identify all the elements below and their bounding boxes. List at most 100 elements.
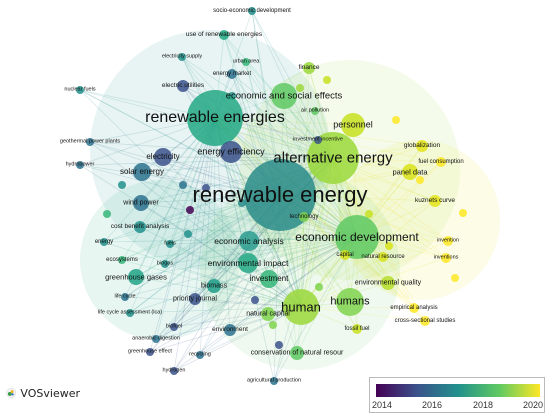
network-node-label[interactable]: electric utilities — [161, 81, 205, 89]
network-node-label[interactable]: technology — [289, 214, 319, 220]
network-node-minor[interactable] — [459, 209, 467, 217]
network-node-label[interactable]: air pollution — [300, 107, 330, 114]
network-node-label[interactable]: globalization — [403, 141, 441, 149]
network-node[interactable] — [207, 279, 221, 293]
network-node[interactable] — [299, 212, 309, 222]
network-node-label[interactable]: priority journal — [173, 295, 217, 303]
network-node-label[interactable]: environmental impact — [207, 257, 289, 268]
network-node-label[interactable]: investment — [249, 274, 289, 283]
network-node[interactable] — [178, 53, 186, 61]
network-node[interactable] — [242, 58, 250, 66]
network-node-minor[interactable] — [275, 341, 283, 349]
network-node-label[interactable]: conservation of natural resour — [250, 349, 344, 357]
network-node[interactable] — [336, 288, 364, 316]
network-node[interactable] — [335, 215, 379, 259]
network-node-label[interactable]: electricity — [146, 152, 180, 161]
network-node-label[interactable]: invention — [436, 237, 460, 244]
network-node-minor[interactable] — [238, 199, 246, 207]
network-node[interactable] — [177, 80, 189, 92]
network-node[interactable] — [161, 260, 169, 268]
network-node[interactable] — [409, 303, 419, 313]
network-node[interactable] — [261, 307, 275, 321]
network-node-minor[interactable] — [184, 230, 192, 238]
network-node[interactable] — [196, 351, 204, 359]
network-node-label[interactable]: electricity supply — [161, 53, 203, 60]
network-node[interactable] — [146, 348, 154, 356]
network-node[interactable] — [220, 141, 242, 163]
network-node[interactable] — [378, 252, 388, 262]
network-node[interactable] — [270, 377, 278, 385]
network-node[interactable] — [340, 250, 350, 260]
network-node[interactable] — [76, 161, 84, 169]
network-node[interactable] — [128, 269, 144, 285]
network-node-minor[interactable] — [451, 274, 459, 282]
network-node[interactable] — [121, 293, 129, 301]
network-node-label[interactable]: biofuel — [165, 323, 183, 330]
network-node-minor[interactable] — [323, 76, 331, 84]
network-node-label[interactable]: capital — [336, 252, 354, 258]
network-node-label[interactable]: geothermal power plants — [59, 138, 121, 145]
network-node-minor[interactable] — [118, 181, 126, 189]
network-node-label[interactable]: finance — [298, 63, 320, 71]
network-node[interactable] — [352, 324, 362, 334]
network-node[interactable] — [244, 159, 316, 231]
network-node-label[interactable]: wind power — [123, 199, 159, 207]
network-node[interactable] — [219, 30, 229, 40]
network-node-label[interactable]: inventions — [433, 254, 459, 261]
network-node[interactable] — [154, 148, 172, 166]
network-node[interactable] — [152, 335, 160, 343]
network-node-minor[interactable] — [365, 210, 373, 218]
network-node[interactable] — [402, 164, 418, 180]
network-node-label[interactable]: personnel — [333, 119, 373, 130]
network-node-label[interactable]: panel data — [392, 167, 428, 177]
network-node-label[interactable]: nuclear fuels — [64, 86, 96, 93]
network-node[interactable] — [416, 140, 428, 152]
network-node[interactable] — [429, 195, 441, 207]
network-node[interactable] — [100, 238, 108, 246]
network-node-label[interactable]: kuznets curve — [414, 196, 456, 204]
network-node[interactable] — [441, 253, 451, 263]
network-node[interactable] — [436, 157, 446, 167]
network-node[interactable] — [86, 138, 94, 146]
network-node-label[interactable]: renewable energy — [192, 182, 368, 207]
network-node[interactable] — [260, 270, 278, 288]
network-node[interactable] — [118, 256, 126, 264]
network-node-label[interactable]: human — [281, 299, 321, 315]
network-node-label[interactable]: greenhouse gases — [105, 272, 167, 282]
network-node-minor[interactable] — [269, 321, 277, 329]
network-node[interactable] — [420, 316, 430, 326]
network-node-label[interactable]: hydropower — [65, 161, 95, 168]
network-node-label[interactable]: natural capital — [246, 310, 290, 318]
network-node-label[interactable]: use of renewable energies — [185, 30, 263, 38]
network-node-label[interactable]: cross-sectional studies — [394, 318, 456, 324]
network-node-label[interactable]: alternative energy — [273, 149, 393, 167]
network-node-label[interactable]: socio-economic development — [213, 8, 291, 14]
network-node[interactable] — [307, 132, 359, 184]
network-node[interactable] — [290, 346, 304, 360]
network-node-label[interactable]: fossil fuel — [344, 326, 370, 332]
network-node[interactable] — [341, 113, 365, 137]
network-node[interactable] — [238, 253, 258, 273]
network-node[interactable] — [187, 90, 243, 146]
network-node-label[interactable]: cost benefit analysis — [110, 222, 170, 230]
network-node[interactable] — [133, 163, 151, 181]
network-node-label[interactable]: economic analysis — [214, 235, 284, 246]
network-node-label[interactable]: fuel consumption — [418, 159, 464, 165]
network-node-minor[interactable] — [392, 116, 400, 124]
network-node[interactable] — [381, 276, 395, 290]
network-node[interactable] — [170, 323, 178, 331]
network-node-label[interactable]: greenhouse effect — [128, 348, 172, 355]
network-node-label[interactable]: environmental quality — [354, 279, 422, 287]
network-node[interactable] — [311, 107, 319, 115]
network-node-label[interactable]: life cycle — [114, 293, 136, 300]
network-node[interactable] — [283, 289, 319, 325]
network-node-minor[interactable] — [416, 176, 424, 184]
network-node-label[interactable]: investment incentive — [293, 136, 343, 143]
network-node[interactable] — [76, 86, 84, 94]
network-node[interactable] — [227, 69, 237, 79]
network-node-label[interactable]: empirical analysis — [390, 305, 438, 311]
network-node-minor[interactable] — [179, 181, 187, 189]
network-node-label[interactable]: life cycle assessment (lca) — [97, 309, 163, 316]
network-node[interactable] — [133, 195, 149, 211]
